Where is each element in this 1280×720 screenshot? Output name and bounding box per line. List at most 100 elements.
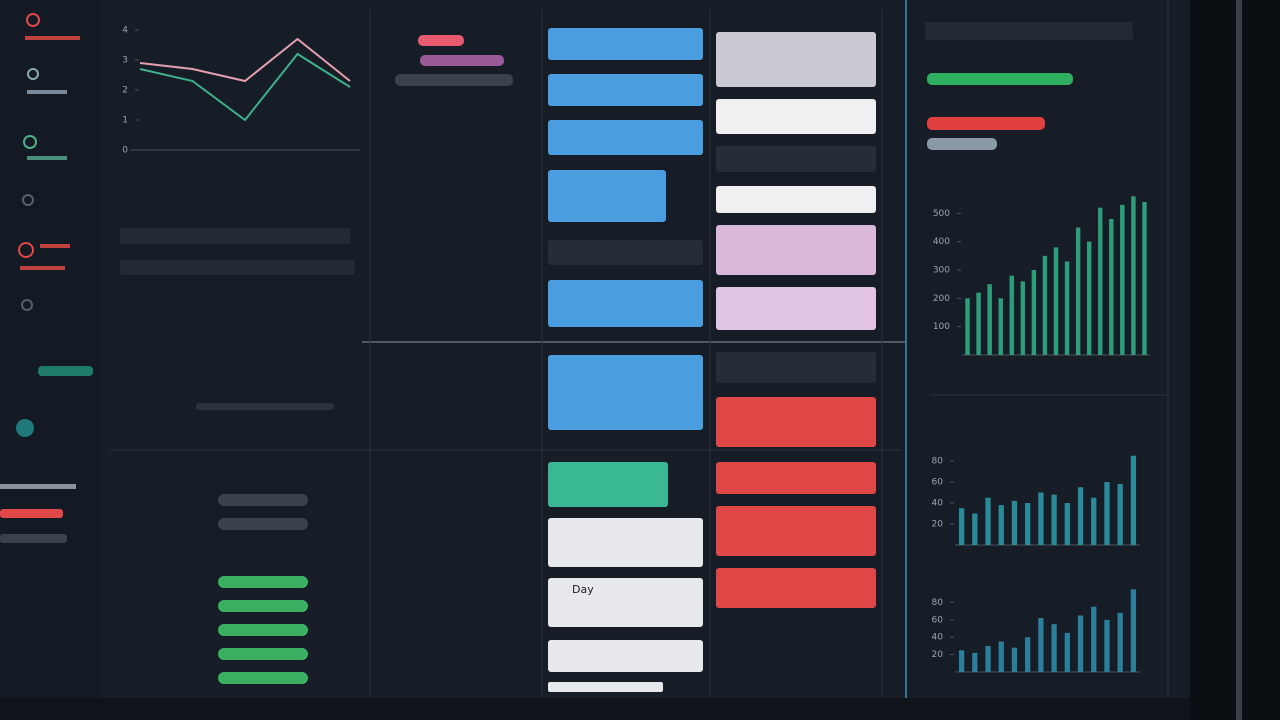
nav-bar <box>0 509 63 518</box>
bar <box>976 292 981 355</box>
bar <box>1120 204 1125 355</box>
bar <box>1025 637 1031 672</box>
y-tick-label: 1 <box>122 116 128 126</box>
tag[interactable] <box>418 35 464 46</box>
nav-label <box>25 36 80 40</box>
bar <box>1064 503 1070 545</box>
bar <box>1051 494 1057 545</box>
line-series <box>139 37 351 83</box>
bar <box>1091 606 1097 672</box>
bar <box>1077 487 1084 545</box>
y-tick-label: 60 <box>932 615 944 625</box>
card[interactable] <box>548 682 663 692</box>
sidebar <box>0 0 100 700</box>
bar <box>1064 261 1070 355</box>
bar <box>1098 207 1103 355</box>
y-tick-label: 80 <box>932 598 944 608</box>
footer <box>0 698 1190 720</box>
nav-label <box>40 244 70 248</box>
bar <box>1051 624 1057 672</box>
card[interactable] <box>716 568 876 608</box>
input[interactable] <box>925 22 1133 40</box>
y-tick-label: 40 <box>932 499 944 509</box>
y-tick-label: 40 <box>932 633 944 643</box>
card[interactable] <box>716 462 876 494</box>
bar <box>1130 455 1137 545</box>
bar <box>1020 281 1026 355</box>
card[interactable] <box>548 170 666 222</box>
card[interactable] <box>548 578 703 627</box>
bar <box>987 284 992 355</box>
bar <box>1091 497 1097 545</box>
card[interactable] <box>548 462 668 507</box>
toggle[interactable] <box>218 672 308 684</box>
card[interactable] <box>548 355 703 430</box>
card[interactable] <box>716 186 876 213</box>
tag[interactable] <box>395 74 513 86</box>
line-series <box>139 52 351 122</box>
card[interactable] <box>716 506 876 556</box>
bar <box>965 298 970 355</box>
card[interactable] <box>716 397 876 447</box>
bar <box>985 497 991 545</box>
toggle[interactable] <box>218 494 308 506</box>
card[interactable] <box>716 225 876 275</box>
nav-icon[interactable] <box>27 68 39 80</box>
bar <box>985 645 991 672</box>
y-tick-label: 2 <box>122 86 128 96</box>
tag[interactable] <box>420 55 504 66</box>
input[interactable] <box>120 260 355 275</box>
input[interactable] <box>120 228 350 244</box>
nav-icon[interactable] <box>16 419 34 437</box>
nav-icon[interactable] <box>22 194 34 206</box>
toggle[interactable] <box>218 648 308 660</box>
bar <box>1130 589 1137 672</box>
toggle[interactable] <box>218 576 308 588</box>
bar <box>958 508 965 545</box>
nav-icon[interactable] <box>21 299 33 311</box>
nav-bar <box>0 534 67 543</box>
card[interactable] <box>548 640 703 672</box>
card[interactable] <box>716 99 876 134</box>
bar <box>1142 202 1147 355</box>
toggle[interactable] <box>218 624 308 636</box>
nav-icon[interactable] <box>26 13 40 27</box>
bar <box>1042 255 1048 355</box>
bar <box>1131 196 1136 355</box>
card[interactable] <box>548 120 703 155</box>
bar <box>1117 612 1123 672</box>
card[interactable] <box>548 518 703 567</box>
bar <box>998 641 1004 672</box>
card-placeholder <box>716 146 876 172</box>
bar <box>1117 484 1123 545</box>
bar <box>1053 247 1059 355</box>
toggle[interactable] <box>218 518 308 530</box>
card-group <box>548 28 703 430</box>
bar <box>1077 615 1084 672</box>
bar <box>972 513 978 545</box>
nav-icon[interactable] <box>23 135 37 149</box>
bar <box>1104 482 1110 545</box>
bar <box>998 505 1004 545</box>
slider[interactable] <box>196 403 334 410</box>
nav-label <box>27 156 67 160</box>
bar <box>1075 227 1081 355</box>
card[interactable] <box>548 74 703 106</box>
y-tick-label: 0 <box>122 146 128 156</box>
card[interactable] <box>548 28 703 60</box>
card[interactable] <box>716 32 876 87</box>
card-text: Day <box>572 583 594 596</box>
toggle[interactable] <box>218 600 308 612</box>
card[interactable] <box>548 280 703 327</box>
y-tick-label: 80 <box>932 457 944 467</box>
progress <box>927 138 997 150</box>
nav-label <box>20 266 65 270</box>
card[interactable] <box>716 287 876 330</box>
bar <box>1038 618 1044 672</box>
nav-pill[interactable] <box>38 366 93 376</box>
nav-label <box>0 484 76 489</box>
nav-icon[interactable] <box>18 242 34 258</box>
y-tick-label: 200 <box>933 294 950 304</box>
y-tick-label: 3 <box>122 56 128 66</box>
